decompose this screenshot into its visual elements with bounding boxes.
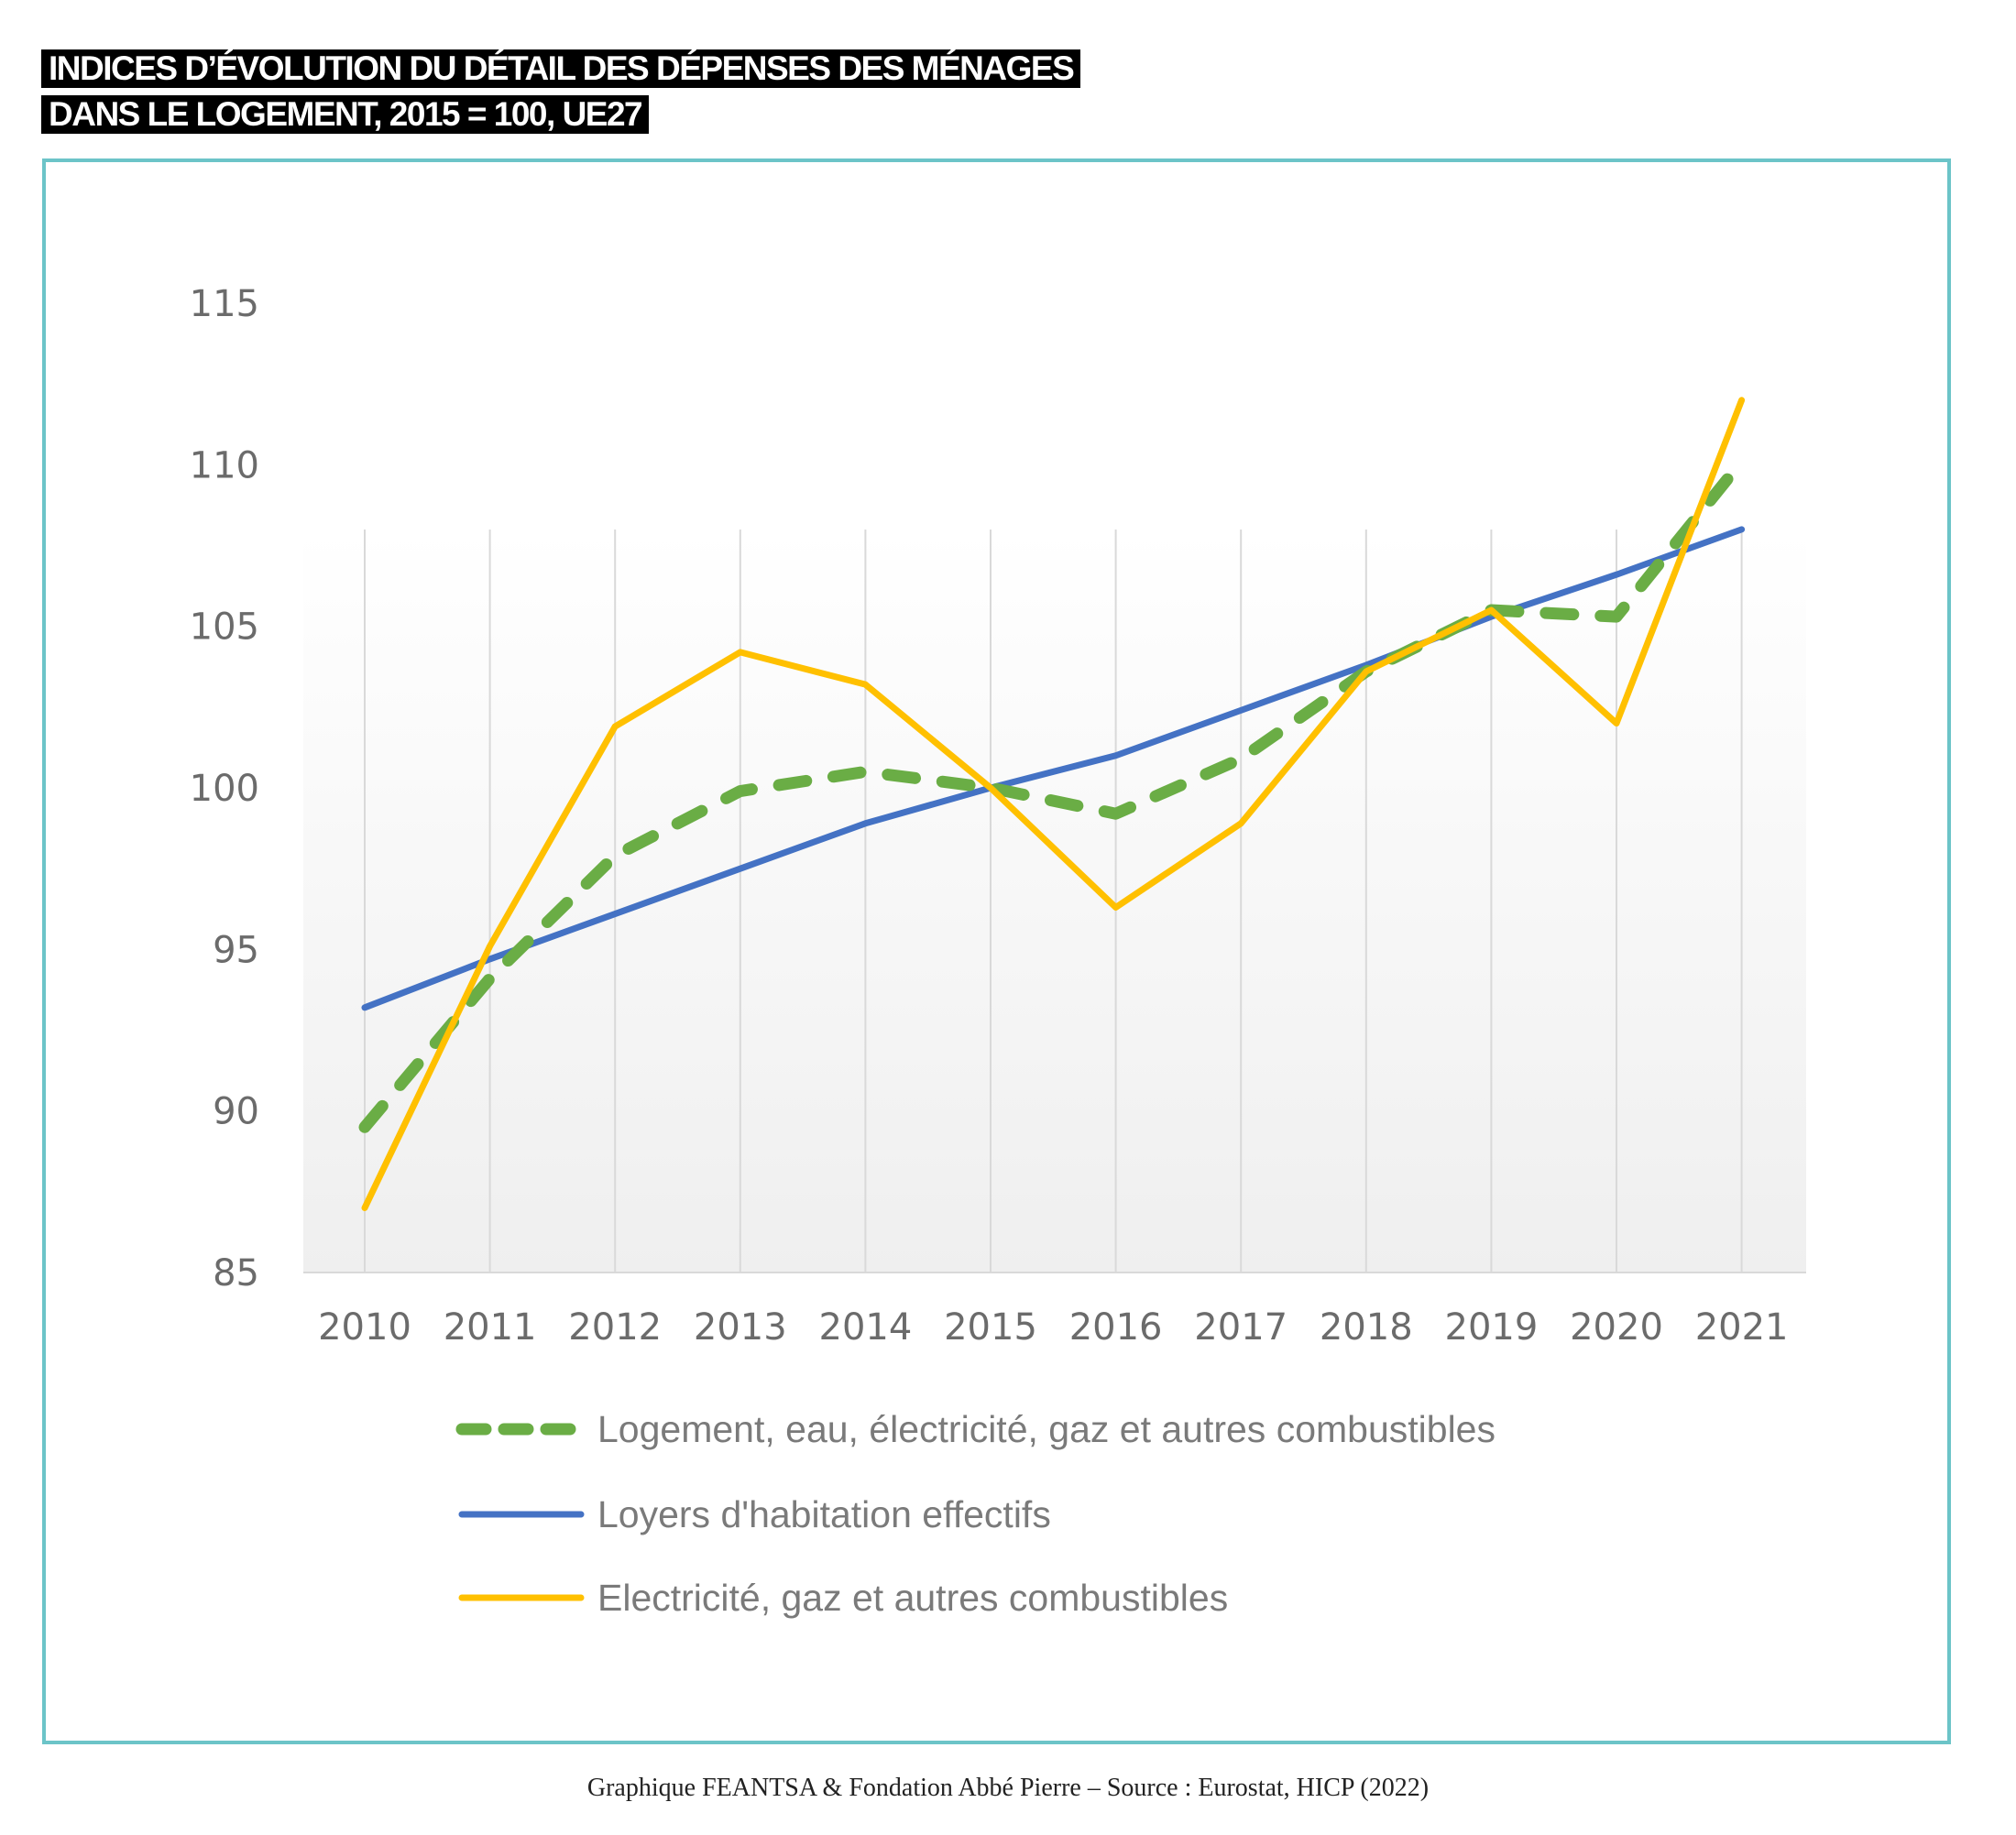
- chart-title-line-2: DANS LE LOGEMENT, 2015 = 100, UE27: [41, 95, 650, 134]
- x-tick-label: 2016: [1069, 1306, 1163, 1349]
- chart-title-line-1: INDICES D’ÉVOLUTION DU DÉTAIL DES DÉPENS…: [41, 49, 1081, 88]
- x-tick-label: 2011: [444, 1306, 537, 1349]
- x-axis-ticks: 2010 2011 2012 2013 2014 2015 2016 2017 2018 2019…: [318, 1306, 1788, 1349]
- y-tick-label: 90: [213, 1091, 259, 1133]
- chart-frame: [42, 158, 1951, 1744]
- plot-area-background: [303, 530, 1806, 1272]
- y-tick-label: 115: [190, 283, 259, 325]
- legend: Logement, eau, électricité, gaz et autre…: [455, 1408, 1496, 1619]
- x-tick-label: 2019: [1445, 1306, 1539, 1349]
- series-line-3: [361, 397, 1746, 1211]
- y-tick-label: 110: [190, 444, 259, 486]
- x-tick-label: 2017: [1194, 1306, 1287, 1349]
- x-tick-label: 2020: [1570, 1306, 1663, 1349]
- x-tick-label: 2021: [1695, 1306, 1789, 1349]
- series-line-1: [358, 455, 1748, 1133]
- source-caption: Graphique FEANTSA & Fondation Abbé Pierr…: [586, 1774, 1430, 1802]
- legend-label-3: Electricité, gaz et autres combustibles: [597, 1577, 1228, 1619]
- y-tick-label: 105: [190, 606, 259, 649]
- y-tick-label: 100: [190, 768, 259, 810]
- legend-label-1: Logement, eau, électricité, gaz et autre…: [597, 1408, 1496, 1450]
- x-tick-label: 2018: [1320, 1306, 1413, 1349]
- x-tick-label: 2010: [318, 1306, 411, 1349]
- y-axis-ticks: 85 90 95 100 105 110 115: [190, 283, 259, 1294]
- x-tick-label: 2013: [694, 1306, 787, 1349]
- x-tick-label: 2015: [944, 1306, 1037, 1349]
- legend-label-2: Loyers d'habitation effectifs: [597, 1493, 1051, 1535]
- y-tick-label: 85: [213, 1252, 259, 1294]
- y-tick-label: 95: [213, 929, 259, 971]
- series-lines: [358, 397, 1748, 1211]
- x-tick-label: 2014: [819, 1306, 913, 1349]
- x-tick-label: 2012: [568, 1306, 662, 1349]
